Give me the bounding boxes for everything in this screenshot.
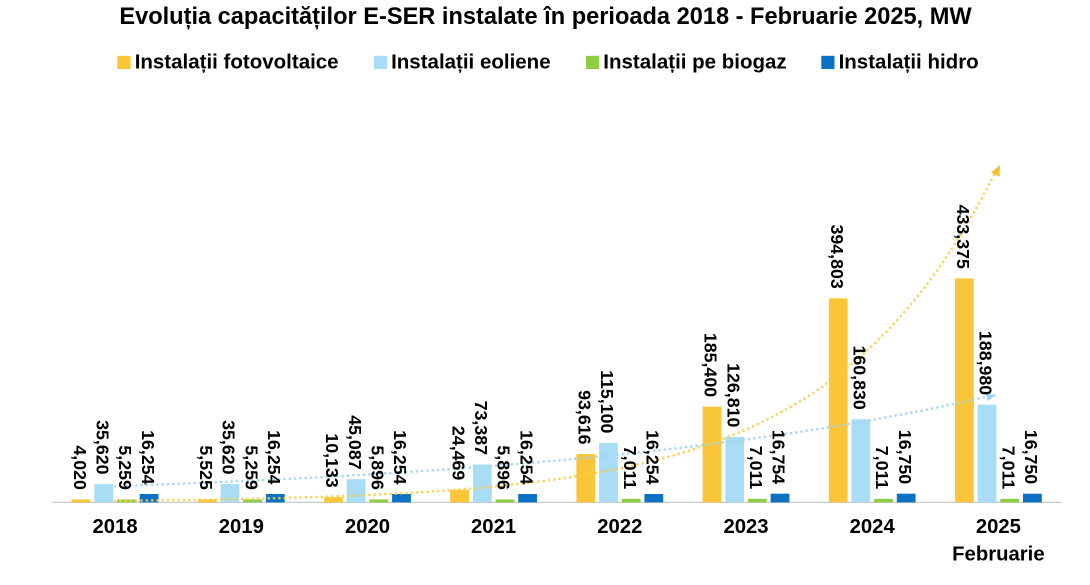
- svg-text:2021: 2021: [471, 516, 516, 538]
- svg-text:45,087: 45,087: [345, 415, 365, 469]
- svg-text:16,254: 16,254: [516, 430, 536, 484]
- svg-text:115,100: 115,100: [597, 370, 617, 433]
- svg-text:16,254: 16,254: [390, 430, 410, 484]
- svg-text:2018: 2018: [93, 516, 138, 538]
- svg-text:188,980: 188,980: [976, 331, 996, 395]
- svg-text:7,011: 7,011: [620, 446, 640, 490]
- svg-text:16,254: 16,254: [643, 430, 663, 484]
- svg-text:185,400: 185,400: [701, 333, 721, 397]
- svg-text:5,896: 5,896: [494, 445, 514, 490]
- svg-text:16,254: 16,254: [264, 430, 284, 484]
- svg-text:Instalații pe biogaz: Instalații pe biogaz: [603, 51, 786, 74]
- svg-text:7,011: 7,011: [746, 446, 766, 490]
- svg-text:4,020: 4,020: [70, 445, 90, 490]
- svg-text:35,620: 35,620: [93, 420, 113, 474]
- svg-text:Februarie: Februarie: [952, 544, 1044, 566]
- svg-text:2019: 2019: [219, 516, 264, 538]
- svg-text:2025: 2025: [976, 516, 1021, 538]
- svg-text:16,754: 16,754: [769, 430, 789, 484]
- svg-text:7,011: 7,011: [998, 446, 1018, 490]
- svg-text:126,810: 126,810: [723, 363, 743, 427]
- svg-text:Instalații hidro: Instalații hidro: [839, 51, 979, 74]
- svg-text:394,803: 394,803: [827, 225, 847, 289]
- svg-text:35,620: 35,620: [219, 420, 239, 474]
- svg-text:16,254: 16,254: [138, 430, 158, 484]
- svg-text:2024: 2024: [850, 516, 896, 538]
- svg-text:Instalații eoliene: Instalații eoliene: [391, 51, 550, 74]
- svg-text:7,011: 7,011: [872, 446, 892, 490]
- svg-text:24,469: 24,469: [448, 426, 468, 480]
- svg-text:73,387: 73,387: [471, 401, 491, 455]
- svg-text:2023: 2023: [723, 516, 768, 538]
- svg-text:2020: 2020: [345, 516, 390, 538]
- svg-text:93,616: 93,616: [575, 390, 595, 444]
- svg-text:16,750: 16,750: [1021, 430, 1041, 484]
- svg-text:Instalații fotovoltaice: Instalații fotovoltaice: [135, 51, 339, 74]
- svg-text:Evoluția capacităților E-SER i: Evoluția capacităților E-SER instalate î…: [119, 4, 972, 30]
- svg-text:5,259: 5,259: [241, 445, 261, 490]
- svg-text:5,259: 5,259: [115, 445, 135, 490]
- svg-text:433,375: 433,375: [953, 205, 973, 269]
- svg-text:5,525: 5,525: [196, 445, 216, 490]
- svg-text:16,750: 16,750: [895, 430, 915, 484]
- svg-text:5,896: 5,896: [368, 445, 388, 490]
- svg-text:10,133: 10,133: [322, 433, 342, 487]
- svg-text:2022: 2022: [597, 516, 642, 538]
- svg-text:160,830: 160,830: [850, 346, 870, 410]
